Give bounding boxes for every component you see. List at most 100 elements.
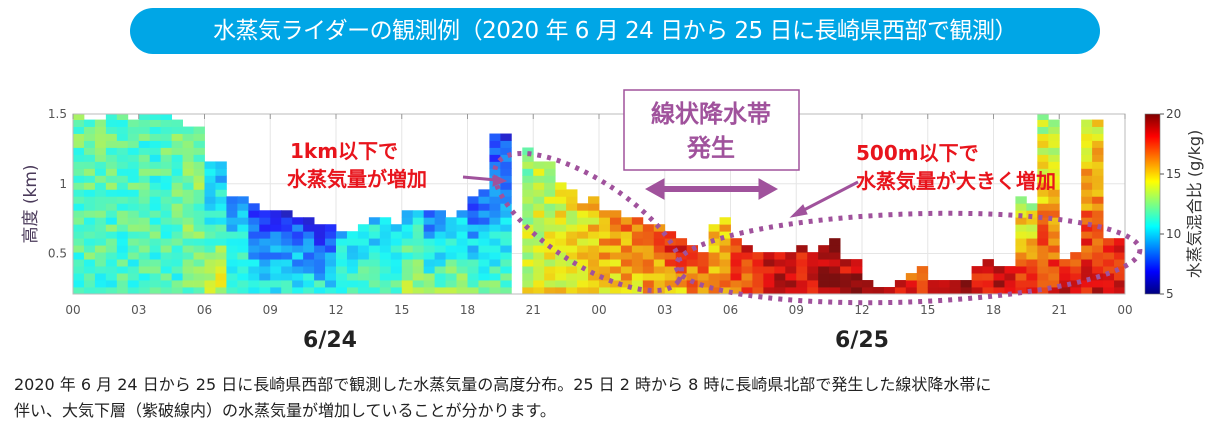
heatmap-cell xyxy=(226,266,238,274)
heatmap-cell xyxy=(478,280,490,288)
heatmap-cell xyxy=(894,287,907,295)
arrowhead-icon xyxy=(644,178,665,200)
heatmap-cell xyxy=(105,182,118,190)
heatmap-cell xyxy=(160,280,173,288)
heatmap-cell xyxy=(83,161,96,169)
heatmap-cell xyxy=(401,224,414,232)
heatmap-cell xyxy=(314,273,326,281)
heatmap-cell xyxy=(160,287,173,295)
heatmap-cell xyxy=(270,224,282,232)
heatmap-cell xyxy=(533,259,545,267)
heatmap-cell xyxy=(83,168,96,176)
heatmap-cell xyxy=(226,210,238,218)
heatmap-cell xyxy=(204,161,216,169)
heatmap-cell xyxy=(905,287,918,295)
heatmap-cell xyxy=(478,231,490,239)
heatmap-cell xyxy=(171,252,183,260)
x-tick-label: 09 xyxy=(263,303,278,317)
heatmap-cell xyxy=(73,168,85,176)
heatmap-cell xyxy=(982,280,994,288)
heatmap-cell xyxy=(1059,287,1071,295)
heatmap-cell xyxy=(522,231,534,239)
heatmap-cell xyxy=(1081,119,1093,127)
heatmap-cell xyxy=(1048,203,1060,211)
heatmap-cell xyxy=(226,287,238,295)
heatmap-cell xyxy=(1026,245,1038,253)
heatmap-cell xyxy=(149,259,162,267)
heatmap-cell xyxy=(1092,266,1104,274)
heatmap-cell xyxy=(171,203,183,211)
heatmap-cell xyxy=(73,210,85,218)
heatmap-cell xyxy=(555,238,567,246)
heatmap-cell xyxy=(270,252,282,260)
heatmap-cell xyxy=(204,280,216,288)
heatmap-cell xyxy=(160,114,173,120)
heatmap-cell xyxy=(1037,196,1049,204)
heatmap-cell xyxy=(993,287,1005,295)
heatmap-cell xyxy=(149,189,162,197)
heatmap-cell xyxy=(1048,140,1060,148)
x-tick-label: 03 xyxy=(657,303,672,317)
heatmap-cell xyxy=(379,259,392,267)
heatmap-cell xyxy=(270,245,282,253)
heatmap-cell xyxy=(116,189,129,197)
heatmap-cell xyxy=(1114,238,1126,246)
heatmap-cell xyxy=(379,266,392,274)
heatmap-cell xyxy=(193,147,205,155)
heatmap-cell xyxy=(1026,273,1038,281)
heatmap-cell xyxy=(73,114,85,120)
heatmap-cell xyxy=(1037,217,1049,225)
heatmap-cell xyxy=(281,266,293,274)
heatmap-cell xyxy=(1081,196,1093,204)
heatmap-cell xyxy=(105,245,118,253)
heatmap-cell xyxy=(138,259,151,267)
heatmap-cell xyxy=(500,154,512,162)
heatmap-cell xyxy=(248,245,260,253)
colorbar xyxy=(1144,113,1161,295)
heatmap-cell xyxy=(237,210,249,218)
heatmap-cell xyxy=(160,182,173,190)
heatmap-cell xyxy=(105,273,118,281)
heatmap-cell xyxy=(478,252,490,260)
heatmap-cell xyxy=(1092,119,1104,127)
heatmap-cell xyxy=(160,217,173,225)
heatmap-cell xyxy=(105,259,118,267)
heatmap-cell xyxy=(171,161,183,169)
heatmap-cell xyxy=(642,231,655,239)
heatmap-cell xyxy=(73,126,85,134)
heatmap-cell xyxy=(686,273,699,281)
heatmap-cell xyxy=(226,245,238,253)
heatmap-cell xyxy=(588,217,600,225)
heatmap-cell xyxy=(149,182,162,190)
heatmap-cell xyxy=(116,203,129,211)
heatmap-cell xyxy=(1081,140,1093,148)
x-tick-label: 00 xyxy=(1117,303,1132,317)
heatmap-cell xyxy=(1048,119,1060,127)
heatmap-cell xyxy=(346,252,359,260)
heatmap-cell xyxy=(708,273,720,281)
heatmap-cell xyxy=(686,287,699,295)
heatmap-cell xyxy=(566,189,578,197)
heatmap-cell xyxy=(434,259,446,267)
heatmap-cell xyxy=(1048,273,1060,281)
heatmap-cell xyxy=(357,245,370,253)
heatmap-cell xyxy=(1092,231,1104,239)
heatmap-cell xyxy=(160,238,173,246)
heatmap-cell xyxy=(664,252,677,260)
heatmap-cell xyxy=(1048,196,1060,204)
colorbar-tick-label: 5 xyxy=(1166,287,1174,301)
heatmap-cell xyxy=(544,189,556,197)
heatmap-cell xyxy=(620,259,633,267)
heatmap-cell xyxy=(533,217,545,225)
heatmap-cell xyxy=(171,196,183,204)
heatmap-cell xyxy=(149,126,162,134)
heatmap-cell xyxy=(555,273,567,281)
heatmap-cell xyxy=(577,224,589,232)
heatmap-cell xyxy=(73,231,85,239)
heatmap-cell xyxy=(445,238,457,246)
heatmap-cell xyxy=(818,266,830,274)
heatmap-cell xyxy=(675,238,688,246)
heatmap-cell xyxy=(533,168,545,176)
annotation-left-2: 水蒸気量が増加 xyxy=(287,167,427,191)
heatmap-cell xyxy=(127,168,140,176)
